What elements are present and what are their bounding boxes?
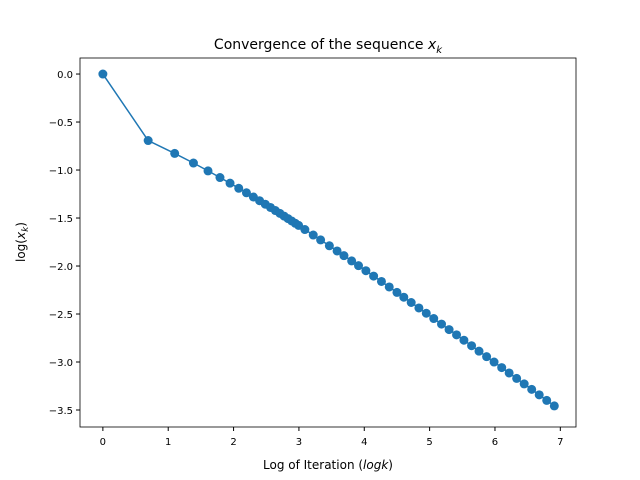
x-tick-label: 7 bbox=[557, 437, 563, 448]
point bbox=[316, 235, 326, 245]
x-tick-label: 6 bbox=[492, 437, 498, 448]
point bbox=[354, 261, 364, 271]
title-sub: k bbox=[436, 45, 443, 56]
point bbox=[497, 363, 507, 373]
xlabel-text: Log of Iteration ( bbox=[263, 458, 363, 472]
point bbox=[421, 308, 431, 318]
ylabel-end: ) bbox=[14, 222, 28, 227]
point bbox=[549, 401, 559, 411]
y-tick-label: −1.0 bbox=[49, 166, 73, 177]
point bbox=[527, 384, 537, 394]
y-tick-label: −2.5 bbox=[49, 310, 73, 321]
ylabel-var: x bbox=[14, 231, 28, 240]
title-var: x bbox=[427, 37, 437, 53]
x-tick-label: 5 bbox=[426, 437, 432, 448]
point bbox=[225, 178, 235, 188]
point bbox=[347, 256, 357, 266]
ylabel-text: log( bbox=[14, 239, 28, 262]
x-axis-label: Log of Iteration (logk) bbox=[263, 458, 393, 472]
x-tick-label: 1 bbox=[165, 437, 171, 448]
point bbox=[215, 173, 225, 183]
point bbox=[512, 373, 522, 383]
point bbox=[376, 276, 386, 286]
y-tick-label: −3.0 bbox=[49, 358, 73, 369]
point bbox=[519, 379, 529, 389]
y-tick-label: −0.5 bbox=[49, 118, 73, 129]
point bbox=[361, 266, 371, 276]
point bbox=[98, 69, 108, 79]
point bbox=[444, 325, 454, 335]
point bbox=[437, 319, 447, 329]
xlabel-end: ) bbox=[388, 458, 393, 472]
point bbox=[203, 166, 213, 176]
point bbox=[459, 335, 469, 345]
point bbox=[414, 303, 424, 313]
xlabel-math: logk bbox=[363, 458, 389, 472]
y-tick-label: 0.0 bbox=[57, 70, 73, 81]
point bbox=[384, 282, 394, 292]
y-tick-label: −1.5 bbox=[49, 214, 73, 225]
point bbox=[143, 136, 153, 146]
point bbox=[542, 395, 552, 405]
point bbox=[241, 188, 251, 198]
point bbox=[332, 246, 342, 256]
point bbox=[429, 314, 439, 324]
title-text: Convergence of the sequence bbox=[214, 37, 428, 53]
point bbox=[534, 390, 544, 400]
y-axis-label: log(xk) bbox=[14, 222, 31, 262]
point bbox=[300, 225, 310, 235]
point bbox=[339, 251, 349, 261]
x-tick-label: 4 bbox=[361, 437, 367, 448]
point bbox=[188, 158, 198, 168]
y-tick-label: −2.0 bbox=[49, 262, 73, 273]
plot-frame bbox=[79, 57, 577, 428]
x-tick-label: 0 bbox=[100, 437, 106, 448]
point bbox=[406, 297, 416, 307]
point bbox=[504, 368, 514, 378]
point bbox=[234, 183, 244, 193]
y-tick-label: −3.5 bbox=[49, 406, 73, 417]
x-tick-label: 3 bbox=[296, 437, 302, 448]
point bbox=[489, 357, 499, 367]
ylabel-sub: k bbox=[21, 226, 31, 232]
point bbox=[392, 287, 402, 297]
point bbox=[369, 271, 379, 281]
chart-title: Convergence of the sequence xk bbox=[214, 37, 443, 56]
point bbox=[452, 330, 462, 340]
point bbox=[482, 352, 492, 362]
point bbox=[467, 341, 477, 351]
x-tick-label: 2 bbox=[230, 437, 236, 448]
point bbox=[324, 241, 334, 251]
point bbox=[308, 230, 318, 240]
point bbox=[399, 292, 409, 302]
point bbox=[170, 148, 180, 158]
point bbox=[474, 346, 484, 356]
